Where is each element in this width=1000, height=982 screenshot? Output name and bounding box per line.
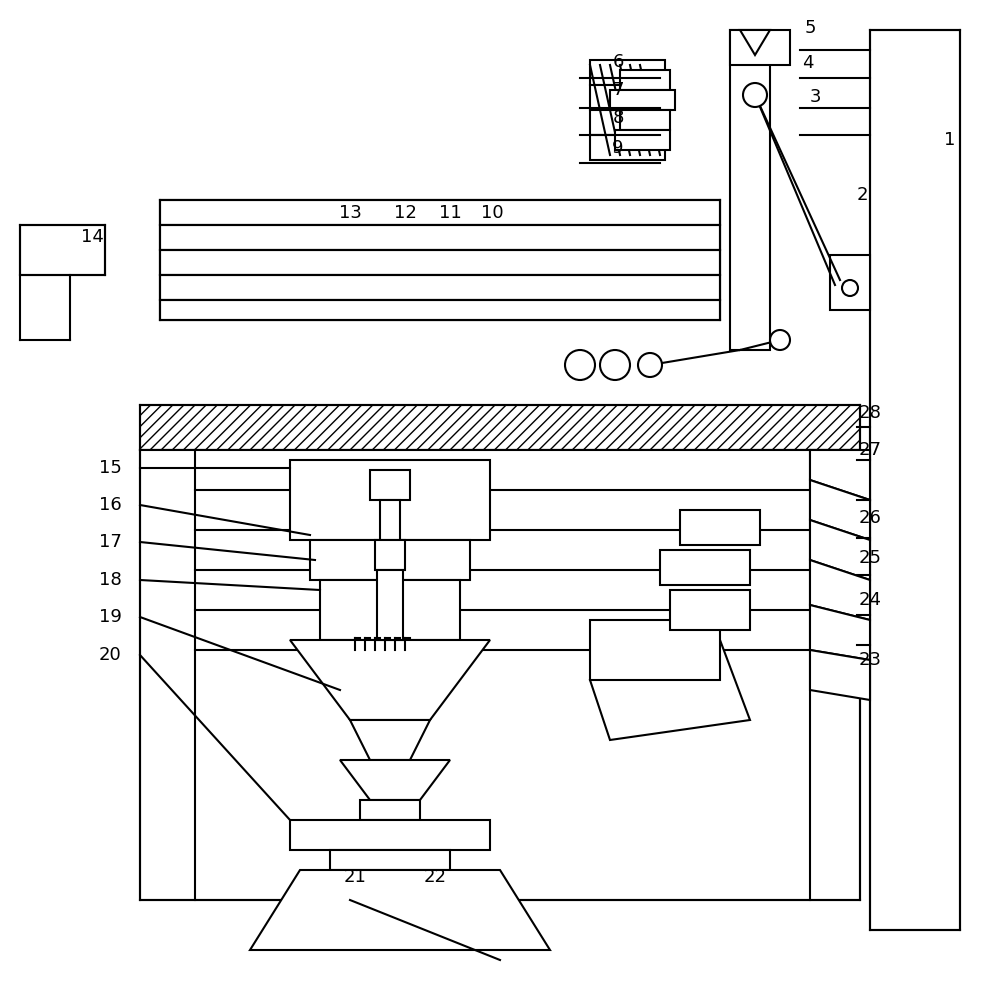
Bar — [160, 200, 720, 225]
Text: 3: 3 — [809, 88, 821, 106]
Polygon shape — [810, 480, 870, 540]
Polygon shape — [350, 720, 430, 760]
Bar — [310, 540, 470, 580]
Bar — [620, 70, 670, 90]
Circle shape — [770, 330, 790, 350]
Polygon shape — [810, 605, 870, 660]
Bar — [290, 820, 490, 850]
Bar — [330, 850, 450, 870]
Bar — [590, 60, 665, 85]
Bar — [870, 30, 960, 930]
Bar — [380, 500, 400, 540]
Text: 26: 26 — [859, 509, 881, 527]
Bar — [160, 250, 720, 275]
Text: 15: 15 — [99, 459, 121, 477]
Text: 14: 14 — [81, 228, 103, 246]
Text: 2: 2 — [856, 186, 868, 204]
Polygon shape — [590, 640, 750, 740]
Bar — [377, 570, 403, 640]
Bar — [375, 540, 405, 570]
Text: 18: 18 — [99, 571, 121, 589]
Polygon shape — [810, 450, 870, 500]
Polygon shape — [810, 520, 870, 580]
Bar — [140, 450, 860, 900]
Polygon shape — [340, 760, 450, 800]
Bar — [590, 110, 665, 135]
Bar — [590, 135, 665, 160]
Bar — [20, 225, 105, 275]
Polygon shape — [810, 560, 870, 620]
Bar — [320, 580, 460, 640]
Text: 20: 20 — [99, 646, 121, 664]
Text: 5: 5 — [804, 19, 816, 37]
Bar — [160, 300, 720, 320]
Circle shape — [743, 83, 767, 107]
Text: 11: 11 — [439, 204, 461, 222]
Text: 12: 12 — [394, 204, 416, 222]
Circle shape — [638, 353, 662, 377]
Bar — [140, 405, 860, 450]
Bar — [160, 200, 720, 320]
Text: 27: 27 — [858, 441, 882, 459]
Bar — [590, 620, 720, 680]
Polygon shape — [810, 650, 870, 700]
Text: 10: 10 — [481, 204, 503, 222]
Text: 23: 23 — [858, 651, 882, 669]
Bar — [670, 590, 750, 630]
Text: 25: 25 — [858, 549, 882, 567]
Bar — [620, 110, 670, 130]
Bar — [615, 130, 670, 150]
Bar — [590, 85, 665, 110]
Bar — [610, 90, 675, 110]
Bar — [360, 800, 420, 820]
Circle shape — [600, 350, 630, 380]
Polygon shape — [290, 640, 490, 720]
Text: 6: 6 — [612, 53, 624, 71]
Bar — [660, 550, 750, 585]
Text: 9: 9 — [612, 139, 624, 157]
Circle shape — [842, 280, 858, 296]
Polygon shape — [250, 870, 550, 950]
Bar — [160, 225, 720, 250]
Text: 17: 17 — [99, 533, 121, 551]
Bar — [680, 510, 760, 545]
Circle shape — [565, 350, 595, 380]
Text: 1: 1 — [944, 131, 956, 149]
Text: 8: 8 — [612, 109, 624, 127]
Text: 28: 28 — [859, 404, 881, 422]
Bar — [160, 275, 720, 300]
Bar — [290, 460, 490, 540]
Text: 19: 19 — [99, 608, 121, 626]
Polygon shape — [740, 30, 770, 55]
Text: 22: 22 — [424, 868, 446, 886]
Text: 13: 13 — [339, 204, 361, 222]
Text: 4: 4 — [802, 54, 814, 72]
Text: 24: 24 — [858, 591, 882, 609]
Bar — [730, 30, 770, 350]
Text: 16: 16 — [99, 496, 121, 514]
Text: 21: 21 — [344, 868, 366, 886]
Text: 7: 7 — [612, 81, 624, 99]
Bar — [830, 255, 870, 310]
Bar — [370, 470, 410, 500]
Bar — [730, 30, 790, 65]
